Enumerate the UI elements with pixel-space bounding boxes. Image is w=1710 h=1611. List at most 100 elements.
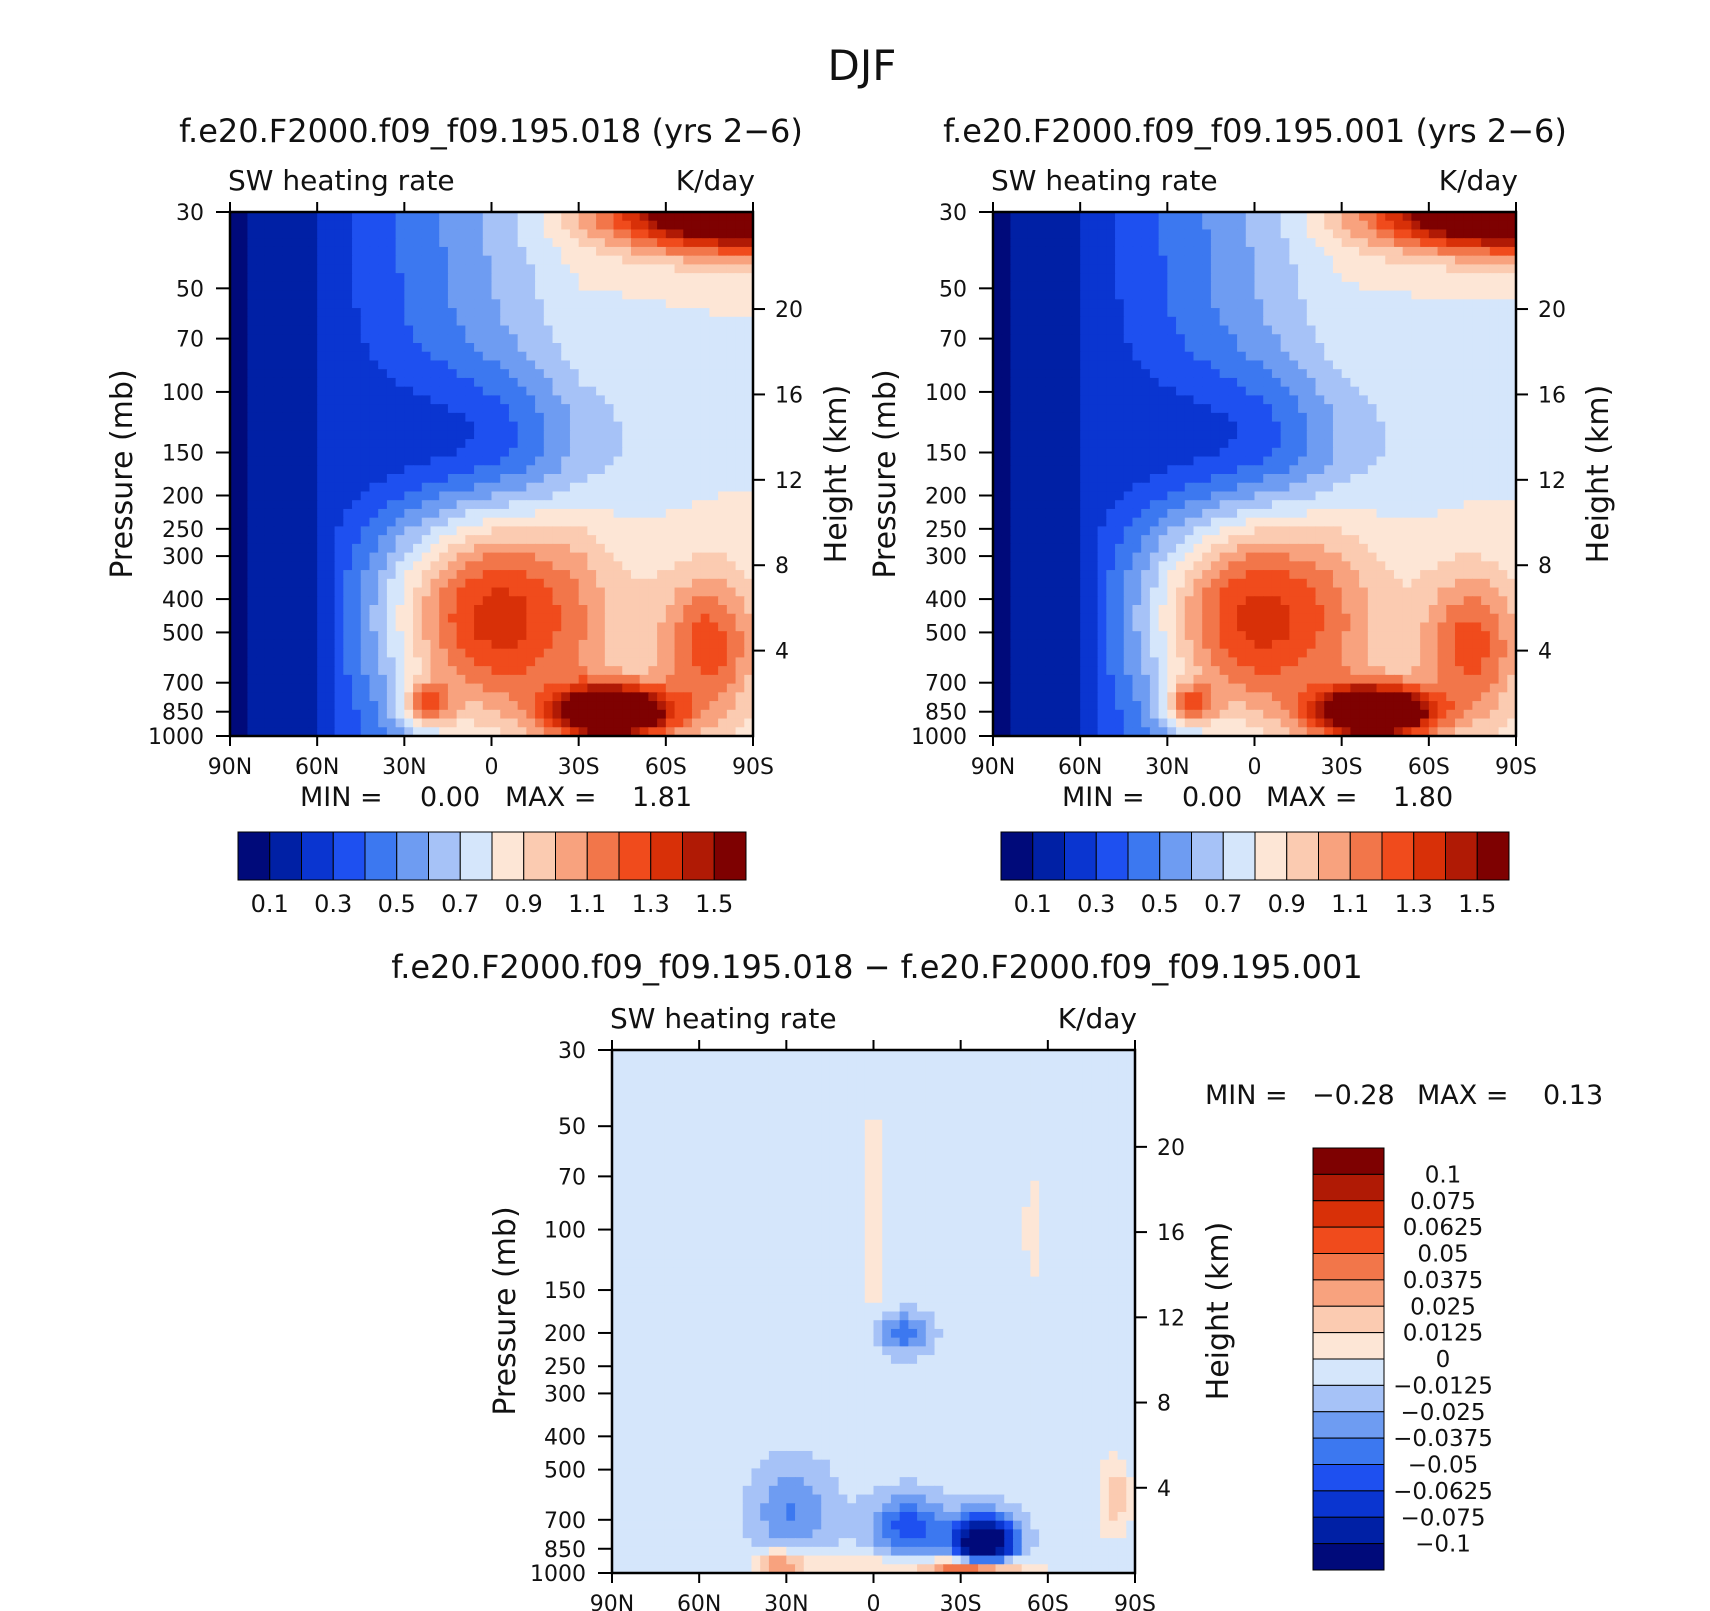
- field-cell: [596, 622, 606, 632]
- field-cell: [334, 552, 344, 562]
- field-cell: [665, 255, 676, 265]
- field-cell: [526, 220, 536, 231]
- field-cell: [1176, 343, 1186, 353]
- field-cell: [718, 229, 728, 239]
- field-cell: [535, 552, 545, 562]
- field-cell: [421, 404, 432, 414]
- field-cell: [613, 692, 623, 702]
- field-cell: [517, 290, 527, 300]
- field-cell: [552, 727, 562, 736]
- field-cell: [1219, 229, 1229, 239]
- field-cell: [683, 377, 693, 388]
- field-cell: [282, 377, 292, 388]
- field-cell: [665, 395, 676, 405]
- field-cell: [535, 430, 545, 440]
- field-cell: [404, 421, 414, 431]
- field-cell: [404, 447, 414, 458]
- field-cell: [508, 395, 519, 405]
- field-cell: [1367, 334, 1378, 344]
- field-cell: [378, 596, 388, 606]
- field-cell: [993, 377, 1003, 388]
- field-cell: [282, 255, 292, 265]
- field-cell: [378, 439, 388, 449]
- field-cell: [1367, 351, 1378, 362]
- field-cell: [447, 290, 458, 300]
- field-cell: [709, 535, 719, 545]
- colorbar-swatch: [586, 831, 620, 881]
- field-cell: [465, 535, 475, 545]
- field-cell: [552, 648, 562, 658]
- field-cell: [465, 360, 475, 370]
- field-cell: [482, 570, 493, 580]
- field-cell: [622, 500, 632, 510]
- field-cell: [674, 439, 684, 449]
- field-cell: [430, 334, 440, 344]
- field-cell: [439, 281, 449, 292]
- field-cell: [613, 500, 623, 510]
- field-cell: [447, 439, 458, 449]
- field-cell: [465, 430, 475, 440]
- field-cell: [317, 212, 327, 222]
- field-cell: [247, 447, 257, 458]
- field-cell: [1402, 369, 1412, 379]
- field-cell: [718, 683, 728, 693]
- field-cell: [674, 360, 684, 370]
- field-cell: [404, 439, 414, 449]
- field-cell: [517, 395, 527, 405]
- field-cell: [308, 430, 318, 440]
- field-cell: [1167, 273, 1177, 283]
- field-cell: [404, 666, 414, 676]
- field-cell: [1271, 299, 1282, 309]
- field-cell: [404, 657, 414, 667]
- field-cell: [352, 631, 362, 641]
- field-cell: [718, 648, 728, 658]
- field-cell: [1202, 395, 1212, 405]
- field-cell: [1141, 238, 1151, 248]
- field-cell: [639, 709, 649, 720]
- field-cell: [378, 212, 388, 222]
- field-cell: [230, 622, 240, 632]
- field-cell: [1489, 299, 1500, 309]
- field-cell: [1306, 264, 1317, 274]
- field-cell: [1106, 386, 1116, 396]
- field-cell: [1228, 316, 1238, 327]
- field-cell: [613, 657, 623, 667]
- field-cell: [552, 613, 562, 624]
- field-cell: [386, 404, 397, 414]
- field-cell: [299, 369, 310, 379]
- field-cell: [691, 578, 702, 589]
- field-cell: [386, 657, 397, 667]
- field-cell: [352, 264, 362, 274]
- field-cell: [674, 369, 684, 379]
- field-cell: [352, 683, 362, 693]
- field-cell: [465, 508, 475, 519]
- field-cell: [447, 351, 458, 362]
- field-cell: [1507, 290, 1516, 300]
- field-cell: [508, 377, 519, 388]
- field-cell: [604, 343, 615, 353]
- field-cell: [508, 683, 519, 693]
- field-cell: [735, 692, 745, 702]
- field-cell: [230, 264, 240, 274]
- field-cell: [1315, 299, 1325, 309]
- field-cell: [352, 220, 362, 231]
- field-cell: [360, 377, 371, 388]
- field-cell: [439, 648, 449, 658]
- field-cell: [1271, 351, 1282, 362]
- field-cell: [552, 474, 562, 484]
- field-cell: [491, 377, 501, 388]
- field-cell: [291, 290, 301, 300]
- field-cell: [1332, 238, 1343, 248]
- field-cell: [1036, 316, 1046, 327]
- field-cell: [1123, 325, 1134, 335]
- field-cell: [604, 325, 615, 335]
- field-cell: [613, 605, 623, 615]
- field-cell: [1437, 360, 1447, 370]
- field-cell: [1324, 386, 1334, 396]
- field-cell: [1071, 229, 1081, 239]
- field-cell: [674, 517, 684, 527]
- field-cell: [561, 500, 571, 510]
- field-cell: [561, 666, 571, 676]
- field-cell: [1176, 299, 1186, 309]
- field-cell: [465, 290, 475, 300]
